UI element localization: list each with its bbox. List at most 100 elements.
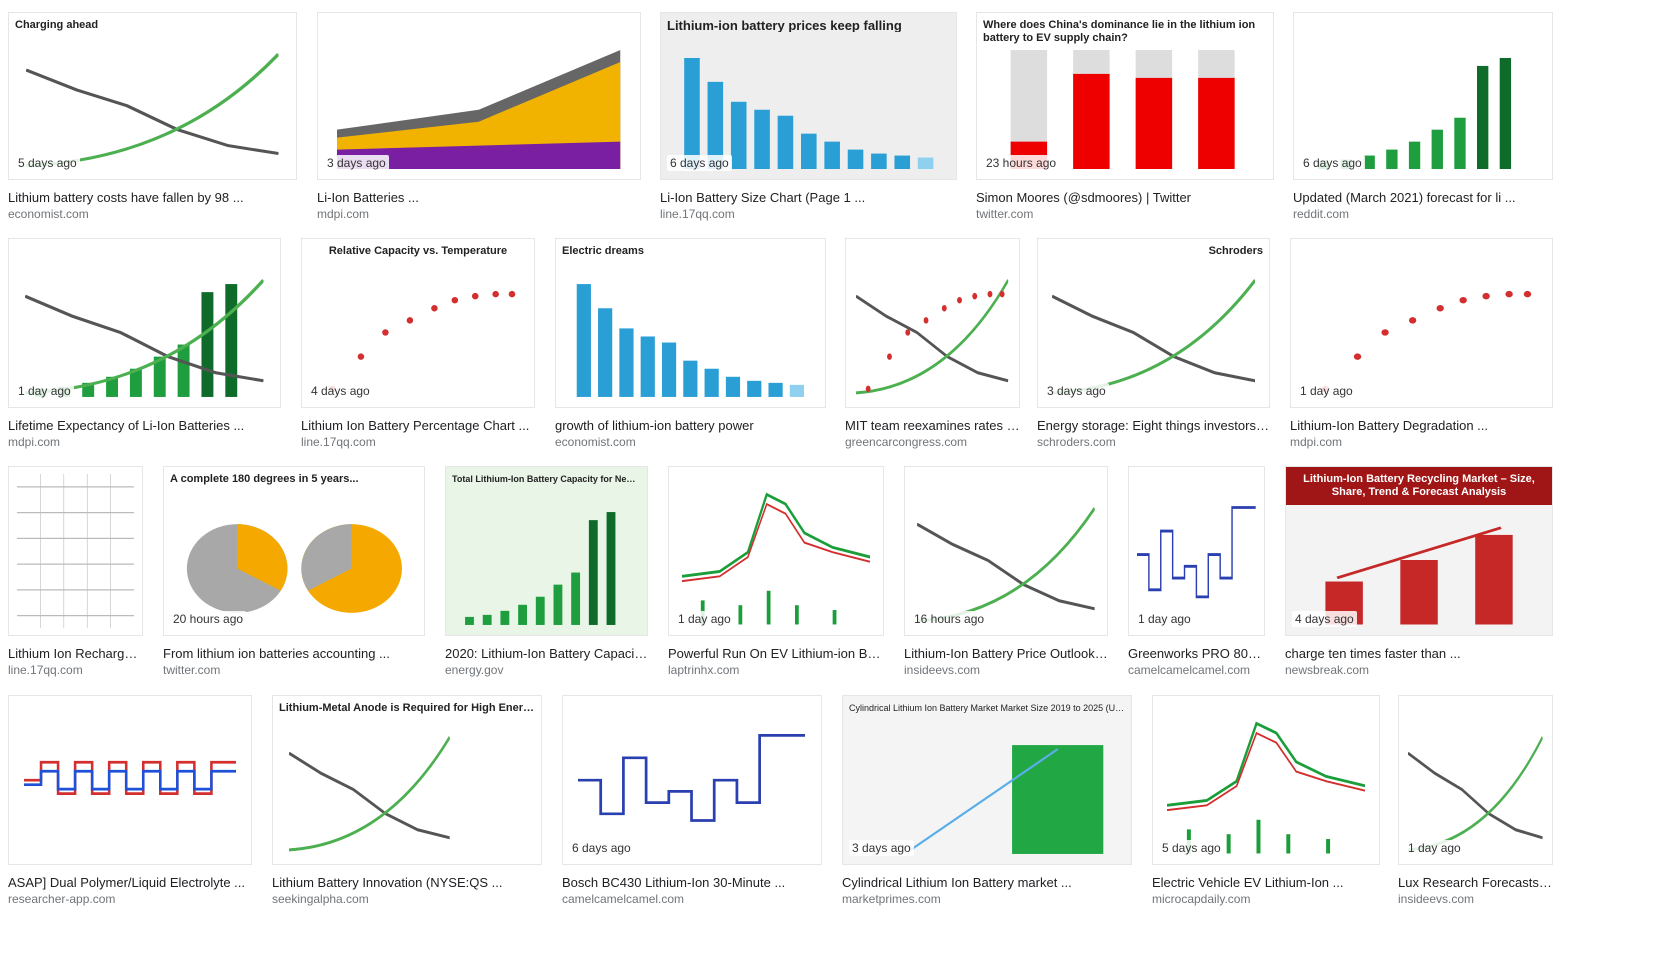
age: 23 hours ago: [983, 155, 1060, 171]
result[interactable]: Cylindrical Lithium Ion Battery Market M…: [842, 695, 1132, 907]
thumb-graphic: [995, 50, 1255, 170]
caption: ASAP] Dual Polymer/Liquid Electrolyte ..…: [8, 875, 245, 890]
thumbnail: Total Lithium-Ion Battery Capacity for N…: [445, 466, 648, 636]
result[interactable]: Lithium-Ion Battery Recycling Market – S…: [1285, 466, 1553, 678]
caption: Lithium-Ion Battery Price Outlook By...: [904, 646, 1108, 661]
result[interactable]: Charging ahead 5 days ago Lithium battery …: [8, 12, 297, 222]
thumb-title: Cylindrical Lithium Ion Battery Market M…: [849, 703, 1125, 713]
age: 4 days ago: [308, 383, 373, 399]
result[interactable]: Lithium-Metal Anode is Required for High…: [272, 695, 542, 907]
source: camelcamelcamel.com: [562, 892, 685, 906]
thumb-title: Total Lithium-Ion Battery Capacity for N…: [452, 474, 641, 484]
result[interactable]: 1 day ago Powerful Run On EV Lithium-ion …: [668, 466, 884, 678]
thumb-graphic: [679, 50, 939, 170]
caption: charge ten times faster than ...: [1285, 646, 1461, 661]
result[interactable]: 6 days ago Bosch BC430 Lithium-Ion 30-Min…: [562, 695, 822, 907]
thumb-title: Lithium-Ion Battery Recycling Market – S…: [1286, 467, 1552, 505]
age: 1 day ago: [1405, 840, 1464, 856]
source: twitter.com: [976, 207, 1034, 221]
thumb-graphic: [180, 504, 409, 625]
age: 3 days ago: [1044, 383, 1109, 399]
thumb-graphic: [682, 480, 870, 624]
thumb-graphic: [1302, 517, 1536, 625]
thumb-graphic: [1167, 709, 1366, 853]
source: schroders.com: [1037, 435, 1116, 449]
age: 6 days ago: [1300, 155, 1365, 171]
thumb-graphic: [1137, 484, 1256, 625]
caption: Simon Moores (@sdmoores) | Twitter: [976, 190, 1192, 205]
age: 5 days ago: [15, 155, 80, 171]
thumbnail: [8, 466, 143, 636]
source: economist.com: [555, 435, 636, 449]
result[interactable]: Relative Capacity vs. Temperature 4 days …: [301, 238, 535, 450]
result[interactable]: 5 days ago Electric Vehicle EV Lithium-Io…: [1152, 695, 1380, 907]
result[interactable]: Lithium Ion Rechargea... line.17qq.com: [8, 466, 143, 678]
thumb-graphic: [1052, 276, 1255, 397]
caption: Updated (March 2021) forecast for li ...: [1293, 190, 1516, 205]
source: twitter.com: [163, 663, 221, 677]
thumb-title: Where does China's dominance lie in the …: [983, 19, 1256, 44]
result[interactable]: 1 day ago Lifetime Expectancy of Li-Ion B…: [8, 238, 281, 450]
thumb-graphic: [25, 276, 263, 397]
source: microcapdaily.com: [1152, 892, 1251, 906]
result[interactable]: A complete 180 degrees in 5 years... 20 h…: [163, 466, 425, 678]
result[interactable]: Lithium-ion battery prices keep falling 6…: [660, 12, 957, 222]
result[interactable]: 1 day ago Greenworks PRO 80V 2... camelcam…: [1128, 466, 1265, 678]
thumbnail: Electric dreams: [555, 238, 826, 408]
result[interactable]: Total Lithium-Ion Battery Capacity for N…: [445, 466, 648, 678]
result[interactable]: Schroders 3 days ago Energy storage: Eight…: [1037, 238, 1270, 450]
caption: Lifetime Expectancy of Li-Ion Batteries …: [8, 418, 245, 433]
thumb-graphic: [1307, 276, 1537, 397]
caption: Powerful Run On EV Lithium-ion Batter...: [668, 646, 884, 661]
caption: Bosch BC430 Lithium-Ion 30-Minute ...: [562, 875, 786, 890]
caption: MIT team reexamines rates of...: [845, 418, 1020, 433]
age: 4 days ago: [1292, 611, 1357, 627]
thumbnail: Where does China's dominance lie in the …: [976, 12, 1274, 180]
thumbnail: Cylindrical Lithium Ion Battery Market M…: [842, 695, 1132, 865]
caption: Electric Vehicle EV Lithium-Ion ...: [1152, 875, 1344, 890]
source: marketprimes.com: [842, 892, 941, 906]
result[interactable]: 1 day ago Lithium-Ion Battery Degradation…: [1290, 238, 1553, 450]
thumb-graphic: [917, 504, 1095, 625]
thumbnail: Lithium-Ion Battery Recycling Market – S…: [1285, 466, 1553, 636]
caption: Lithium-Ion Battery Degradation ...: [1290, 418, 1488, 433]
source: line.17qq.com: [660, 207, 735, 221]
thumbnail: Lithium-Metal Anode is Required for High…: [272, 695, 542, 865]
result[interactable]: Where does China's dominance lie in the …: [976, 12, 1274, 222]
caption: Lithium Ion Rechargea...: [8, 646, 143, 661]
result[interactable]: 3 days ago Li-Ion Batteries ... mdpi.com: [317, 12, 641, 222]
source: economist.com: [8, 207, 89, 221]
thumbnail: A complete 180 degrees in 5 years... 20 h…: [163, 466, 425, 636]
thumbnail: 5 days ago: [1152, 695, 1380, 865]
age: 16 hours ago: [911, 611, 988, 627]
thumb-title: Charging ahead: [15, 19, 99, 31]
thumb-graphic: [24, 713, 237, 847]
result[interactable]: 16 hours ago Lithium-Ion Battery Price Ou…: [904, 466, 1108, 678]
result[interactable]: MIT team reexamines rates of... greencarc…: [845, 238, 1020, 450]
age: 5 days ago: [1159, 840, 1224, 856]
result[interactable]: ASAP] Dual Polymer/Liquid Electrolyte ..…: [8, 695, 252, 907]
thumbnail: 16 hours ago: [904, 466, 1108, 636]
caption: growth of lithium-ion battery power: [555, 418, 754, 433]
result[interactable]: 1 day ago Lux Research Forecasts $1... ins…: [1398, 695, 1553, 907]
source: greencarcongress.com: [845, 435, 968, 449]
thumb-title: Electric dreams: [562, 245, 644, 257]
caption: Greenworks PRO 80V 2...: [1128, 646, 1265, 661]
result[interactable]: 6 days ago Updated (March 2021) forecast …: [1293, 12, 1553, 222]
result[interactable]: Electric dreams growth of lithium-ion bat…: [555, 238, 826, 450]
thumb-graphic: [17, 474, 134, 629]
source: insideevs.com: [1398, 892, 1475, 906]
age: 1 day ago: [1297, 383, 1356, 399]
caption: Cylindrical Lithium Ion Battery market .…: [842, 875, 1072, 890]
thumb-title: Relative Capacity vs. Temperature: [328, 245, 508, 257]
thumb-graphic: [289, 733, 450, 854]
thumbnail: Relative Capacity vs. Temperature 4 days …: [301, 238, 535, 408]
thumbnail: 1 day ago: [668, 466, 884, 636]
age: 1 day ago: [15, 383, 74, 399]
age: 6 days ago: [667, 155, 732, 171]
source: mdpi.com: [317, 207, 370, 221]
caption: Lithium battery costs have fallen by 98 …: [8, 190, 244, 205]
thumbnail: Schroders 3 days ago: [1037, 238, 1270, 408]
thumbnail: Lithium-ion battery prices keep falling 6…: [660, 12, 957, 180]
thumb-graphic: [337, 50, 620, 170]
